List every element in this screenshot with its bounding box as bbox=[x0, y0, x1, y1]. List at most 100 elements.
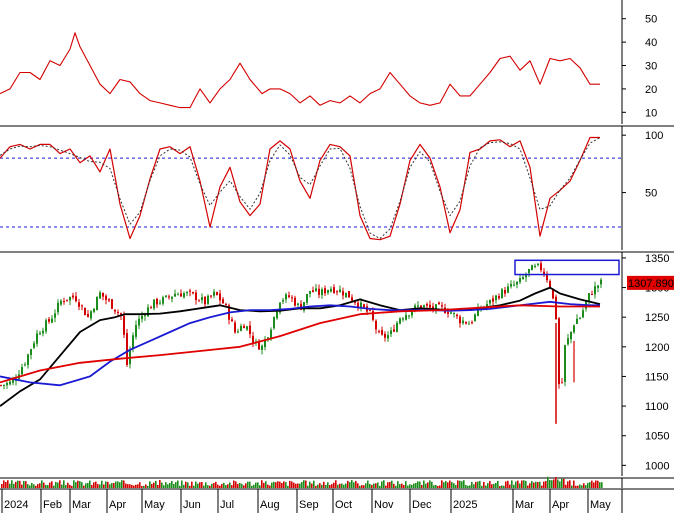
volume-bar bbox=[273, 481, 275, 488]
volume-bar bbox=[79, 481, 81, 488]
volume-bar bbox=[493, 483, 495, 488]
candle-body bbox=[441, 305, 443, 307]
volume-bar bbox=[503, 485, 505, 488]
candle-body bbox=[516, 281, 518, 285]
volume-bar bbox=[381, 481, 383, 488]
volume-bar bbox=[15, 481, 17, 488]
volume-bar bbox=[581, 485, 583, 488]
candle-body bbox=[333, 287, 335, 293]
volume-bar bbox=[389, 481, 391, 488]
volume-bar bbox=[601, 482, 603, 488]
last-value-label: 1307.890 bbox=[628, 278, 674, 290]
x-tick-label: Jul bbox=[220, 499, 234, 511]
volume-bar bbox=[203, 485, 205, 488]
candle-body bbox=[195, 292, 197, 301]
volume-bar bbox=[411, 484, 413, 488]
volume-bar bbox=[169, 482, 171, 488]
candle-body bbox=[45, 320, 47, 332]
candle-body bbox=[324, 288, 326, 294]
candle-body bbox=[132, 335, 134, 349]
highlight-rectangle bbox=[514, 259, 620, 276]
x-tick-label: Sep bbox=[299, 499, 319, 511]
candle-body bbox=[99, 292, 101, 299]
candle-body bbox=[468, 323, 470, 325]
volume-bar bbox=[269, 485, 271, 488]
volume-bar bbox=[141, 485, 143, 488]
x-tick-label: 2024 bbox=[4, 499, 28, 511]
x-tick-label: Nov bbox=[374, 499, 394, 511]
volume-bar bbox=[35, 485, 37, 488]
price-axis-tick-label: 1200 bbox=[645, 342, 669, 354]
candle-body bbox=[453, 312, 455, 314]
candle-body bbox=[150, 307, 152, 309]
candle-body bbox=[237, 331, 239, 333]
volume-bar bbox=[267, 484, 269, 488]
candle-body bbox=[6, 382, 8, 386]
volume-bar bbox=[253, 484, 255, 488]
candle-body bbox=[180, 293, 182, 297]
volume-bar bbox=[553, 479, 555, 488]
candle-body bbox=[135, 325, 137, 337]
volume-bar bbox=[513, 484, 515, 488]
volume-bar bbox=[25, 481, 27, 488]
volume-bar bbox=[319, 483, 321, 488]
volume-bar bbox=[279, 481, 281, 488]
volume-bar bbox=[181, 480, 183, 488]
candle-body bbox=[69, 296, 71, 301]
price-axis-tick-label: 1150 bbox=[645, 371, 669, 383]
volume-bar bbox=[539, 481, 541, 488]
candle-body bbox=[108, 299, 110, 301]
volume-bar bbox=[9, 483, 11, 488]
candle-body bbox=[174, 293, 176, 297]
volume-bar bbox=[599, 482, 601, 488]
volume-bar bbox=[159, 480, 161, 488]
volume-bar bbox=[215, 481, 217, 488]
volume-bar bbox=[339, 483, 341, 488]
volume-bar bbox=[375, 483, 377, 488]
candle-body bbox=[375, 320, 377, 330]
last-value-background bbox=[627, 275, 674, 290]
volume-bar bbox=[369, 483, 371, 488]
candle-body bbox=[414, 305, 416, 310]
volume-bar bbox=[415, 482, 417, 488]
volume-bar bbox=[521, 480, 523, 488]
candle-body bbox=[30, 349, 32, 355]
volume-bar bbox=[465, 484, 467, 488]
volume-bar bbox=[455, 484, 457, 488]
candle-body bbox=[39, 333, 41, 335]
volume-bar bbox=[363, 485, 365, 488]
candle-body bbox=[486, 304, 488, 307]
volume-bar bbox=[423, 480, 425, 488]
x-tick-label: 2025 bbox=[453, 499, 477, 511]
volume-bar bbox=[333, 482, 335, 488]
volume-bar bbox=[451, 482, 453, 488]
volume-bar bbox=[171, 480, 173, 488]
candle-body bbox=[234, 322, 236, 333]
candle-body bbox=[246, 326, 248, 330]
volume-bar bbox=[247, 481, 249, 488]
candle-body bbox=[210, 295, 212, 297]
volume-bar bbox=[517, 480, 519, 488]
candle-body bbox=[450, 312, 452, 314]
candle-body bbox=[273, 316, 275, 329]
volume-bar bbox=[75, 482, 77, 488]
volume-bar bbox=[343, 484, 345, 488]
volume-bar bbox=[131, 484, 133, 488]
candle-body bbox=[567, 338, 569, 345]
volume-bar bbox=[205, 482, 207, 488]
volume-bar bbox=[19, 480, 21, 488]
volume-bar bbox=[397, 481, 399, 488]
candle-body bbox=[510, 284, 512, 287]
candle-body bbox=[477, 307, 479, 316]
volume-bar bbox=[87, 482, 89, 488]
volume-bar bbox=[529, 483, 531, 488]
candle-body bbox=[261, 345, 263, 350]
candle-body bbox=[222, 299, 224, 304]
candle-body bbox=[81, 305, 83, 307]
volume-bar bbox=[193, 485, 195, 488]
volume-bar bbox=[567, 481, 569, 488]
volume-bar bbox=[29, 485, 31, 488]
candle-body bbox=[159, 302, 161, 304]
candle-body bbox=[78, 302, 80, 307]
candle-body bbox=[60, 300, 62, 305]
